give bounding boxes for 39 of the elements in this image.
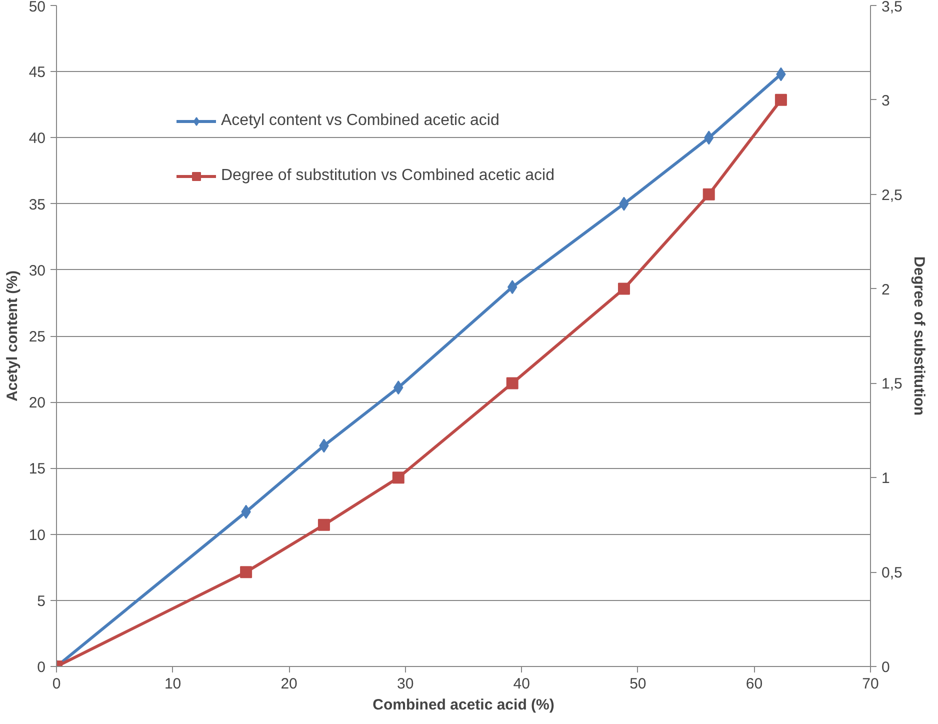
point — [506, 377, 518, 390]
point — [392, 472, 404, 484]
y2-tick-label: 1 — [882, 470, 890, 488]
y-tick-label: 15 — [28, 460, 46, 478]
y-tick-label: 25 — [28, 328, 46, 346]
point — [774, 94, 787, 106]
y-tick-label: 50 — [28, 0, 46, 16]
x-tick-label: 30 — [397, 676, 414, 692]
y2-tick-label: 1,5 — [882, 376, 902, 393]
y-tick-label: 35 — [28, 196, 46, 214]
point — [702, 188, 715, 200]
x-tick-label: 0 — [52, 676, 61, 692]
point — [618, 282, 630, 295]
x-tick-label: 50 — [630, 676, 646, 692]
y-tick-label: 5 — [37, 592, 46, 610]
x-tick-label: 20 — [280, 676, 298, 692]
y2-tick-label: 2,5 — [882, 186, 902, 204]
x-tick-label: 70 — [862, 676, 879, 692]
legend-label: Acetyl content vs Combined acetic acid — [221, 112, 500, 130]
x-axis-title: Combined acetic acid (%) — [372, 696, 554, 714]
y2-tick-label: 0,5 — [882, 564, 902, 582]
y-tick-label: 0 — [37, 659, 46, 676]
y-axis-title: Acetyl content (%) — [4, 270, 21, 402]
y2-tick-label: 2 — [882, 281, 890, 298]
y-tick-label: 45 — [28, 64, 46, 82]
y-tick-label: 10 — [28, 526, 46, 544]
x-tick-label: 10 — [164, 676, 182, 692]
legend-label: Degree of substitution vs Combined acetic acid — [221, 167, 555, 185]
y-tick-label: 30 — [28, 262, 46, 280]
y-tick-label: 20 — [28, 394, 46, 412]
y2-tick-label: 3 — [882, 92, 890, 110]
y2-tick-label: 3,5 — [882, 0, 902, 16]
y2-axis-title: Degree of substitution — [910, 256, 928, 416]
y-tick-label: 40 — [28, 130, 46, 148]
x-tick-label: 60 — [746, 676, 763, 692]
x-tick-label: 40 — [513, 676, 530, 692]
point — [240, 566, 252, 578]
y2-tick-label: 0 — [882, 659, 890, 676]
point — [318, 518, 330, 531]
